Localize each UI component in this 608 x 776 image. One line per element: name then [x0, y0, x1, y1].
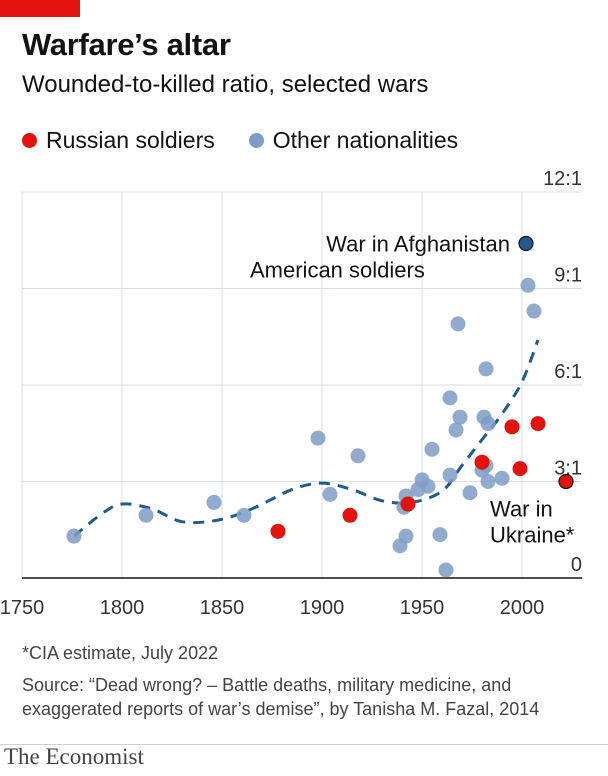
footnote: *CIA estimate, July 2022 [22, 643, 219, 663]
russian-point [512, 461, 528, 477]
y-tick-label: 9:1 [554, 265, 582, 287]
other-nationality-point [398, 528, 414, 544]
trend-line [73, 339, 540, 538]
legend-other-label: Other nationalities [272, 127, 459, 153]
x-tick-label: 1900 [300, 597, 345, 619]
ukraine-label: War in [490, 497, 553, 522]
russian-point [474, 454, 490, 470]
other-nationality-point [432, 527, 448, 543]
other-nationality-point [138, 507, 154, 523]
other-nationality-point [520, 277, 536, 293]
brand-logo: The Economist [4, 744, 144, 769]
other-nationality-point [442, 390, 458, 406]
brand-red-tag [0, 0, 80, 17]
y-tick-label: 12:1 [543, 168, 582, 190]
other-nationality-point [478, 361, 494, 377]
source-line-2: exaggerated reports of war’s demise”, by… [22, 699, 540, 719]
legend-item-other: Other nationalities [248, 127, 459, 154]
scatter-chart: 0 3:1 6:1 9:1 12:1 War in AfghanistanAmerica… [0, 168, 582, 619]
other-nationality-point [420, 478, 436, 494]
source-line-1: Source: “Dead wrong? – Battle deaths, mi… [22, 675, 512, 695]
other-nationality-point [450, 316, 466, 332]
other-nationality-point [236, 507, 252, 523]
chart-title: Warfare’s altar [22, 27, 231, 62]
ukraine-point [558, 473, 574, 490]
other-nationality-point [526, 303, 542, 319]
other-nationality-point [424, 441, 440, 457]
y-tick-label: 6:1 [554, 361, 582, 383]
other-nationality-point [442, 467, 458, 483]
legend-russian-dot-icon [22, 133, 37, 148]
legend: Russian soldiers Other nationalities [22, 127, 492, 154]
afghanistan-point [518, 235, 534, 252]
y-tick-label: 0 [571, 554, 582, 576]
other-nationality-point [322, 486, 338, 502]
russian-point [342, 507, 358, 523]
other-nationality-point [350, 448, 366, 464]
other-nationality-point [462, 485, 478, 501]
other-nationality-point [480, 474, 496, 489]
legend-russian-label: Russian soldiers [46, 127, 215, 153]
ukraine-sublabel: Ukraine* [490, 523, 575, 548]
x-tick-label: 2000 [500, 597, 545, 619]
x-tick-label: 1750 [0, 597, 44, 619]
other-nationality-point [452, 409, 468, 425]
chart-subtitle: Wounded-to-killed ratio, selected wars [22, 71, 429, 98]
other-nationality-point [66, 528, 82, 544]
other-nationality-point [206, 494, 222, 510]
x-tick-label: 1850 [200, 597, 245, 619]
other-nationality-point [480, 416, 496, 432]
russian-point [400, 496, 416, 512]
other-nationality-point [448, 422, 464, 438]
legend-other-dot-icon [248, 133, 264, 148]
afghanistan-sublabel: American soldiers [250, 257, 425, 282]
russian-point [270, 523, 286, 539]
y-tick-label: 3:1 [554, 458, 582, 480]
other-nationality-point [494, 470, 510, 486]
footer-divider [0, 744, 608, 745]
legend-item-russian: Russian soldiers [22, 127, 215, 154]
x-tick-label: 1800 [100, 597, 145, 619]
afghanistan-label: War in Afghanistan [326, 231, 510, 256]
x-tick-label: 1950 [400, 597, 445, 619]
other-nationality-point [310, 430, 326, 446]
other-nationality-point [438, 562, 454, 578]
russian-point [504, 419, 520, 435]
russian-point [530, 416, 546, 432]
